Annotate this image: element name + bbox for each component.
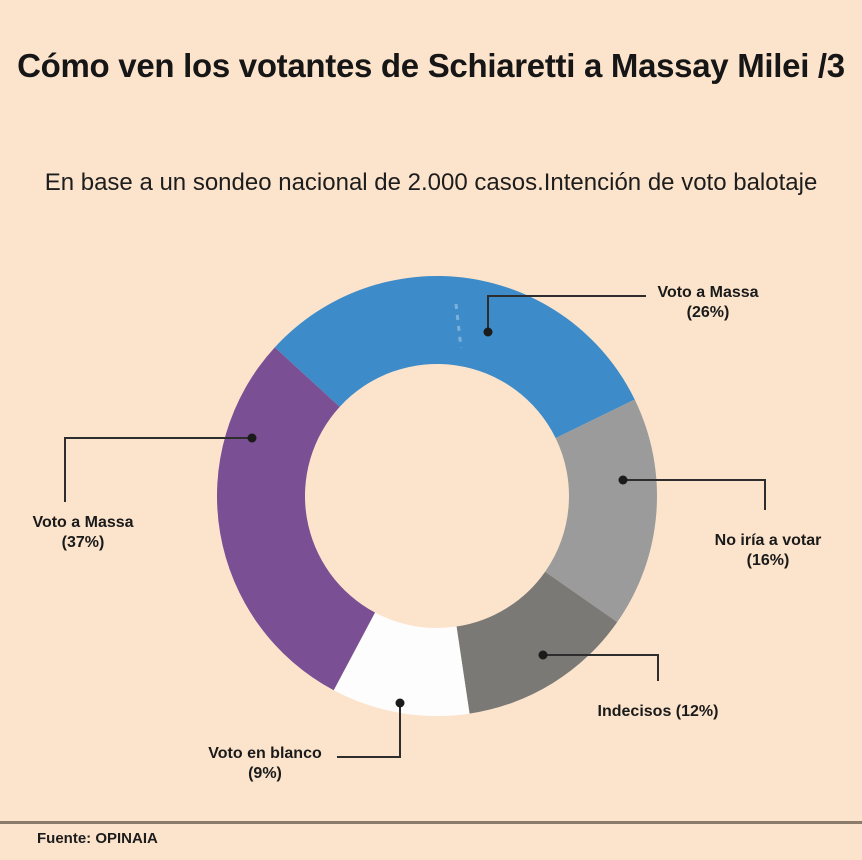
footer-divider <box>0 821 862 824</box>
callout-label-text: No iría a votar <box>714 532 822 549</box>
callout-line-1 <box>623 479 766 510</box>
callout-label-voto-a-massa-37: Voto a Massa (37%) <box>32 513 133 553</box>
callout-label-text: Indecisos (12%) <box>597 703 719 720</box>
callout-label-voto-en-blanco: Voto en blanco (9%) <box>208 744 321 784</box>
callout-label-pct: (16%) <box>746 552 790 569</box>
callout-dot-3 <box>395 698 405 708</box>
callout-label-text: Voto a Massa <box>32 514 134 531</box>
callout-label-pct: (26%) <box>686 304 730 321</box>
callout-label-text: Voto a Massa <box>657 284 759 301</box>
callout-line-0 <box>487 295 646 332</box>
donut-segment-3 <box>333 612 470 716</box>
donut-sectors-group <box>217 276 657 716</box>
footer-source: Fuente: OPINAIA <box>37 830 158 847</box>
callout-dot-0 <box>483 327 493 337</box>
callout-lines-group <box>64 295 766 758</box>
callout-label-no-iria-a-votar: No iría a votar (16%) <box>715 531 822 571</box>
page-subtitle-line2: Intención de voto balotaje <box>543 169 818 196</box>
page-subtitle: En base a un sondeo nacional de 2.000 ca… <box>0 164 862 202</box>
page-title: Cómo ven los votantes de Schiaretti a Ma… <box>0 44 862 87</box>
callout-dot-2 <box>538 650 548 660</box>
callout-label-voto-a-massa-26: Voto a Massa (26%) <box>657 283 758 323</box>
callout-label-pct: (9%) <box>248 765 282 782</box>
callout-dot-1 <box>618 475 628 485</box>
donut-segment-4 <box>217 347 376 691</box>
callout-label-text: Voto en blanco <box>208 745 322 762</box>
page-subtitle-line1: En base a un sondeo nacional de 2.000 ca… <box>44 169 544 196</box>
donut-overlay-group <box>454 303 463 349</box>
callout-line-4 <box>64 437 252 502</box>
donut-segment-2 <box>456 571 618 714</box>
donut-segment-0 <box>274 276 635 439</box>
segment-marker-dashed-artifact <box>454 303 463 349</box>
callout-label-pct: (37%) <box>61 534 105 551</box>
callout-dot-4 <box>247 433 257 443</box>
callout-label-indecisos: Indecisos (12%) <box>598 702 719 722</box>
page-title-line2: y Milei /3 <box>710 47 845 84</box>
callout-line-3 <box>337 703 401 758</box>
donut-segment-1 <box>545 399 657 623</box>
callout-line-2 <box>543 654 659 681</box>
page-title-line1: Cómo ven los votantes de Schiaretti a Ma… <box>17 47 711 84</box>
